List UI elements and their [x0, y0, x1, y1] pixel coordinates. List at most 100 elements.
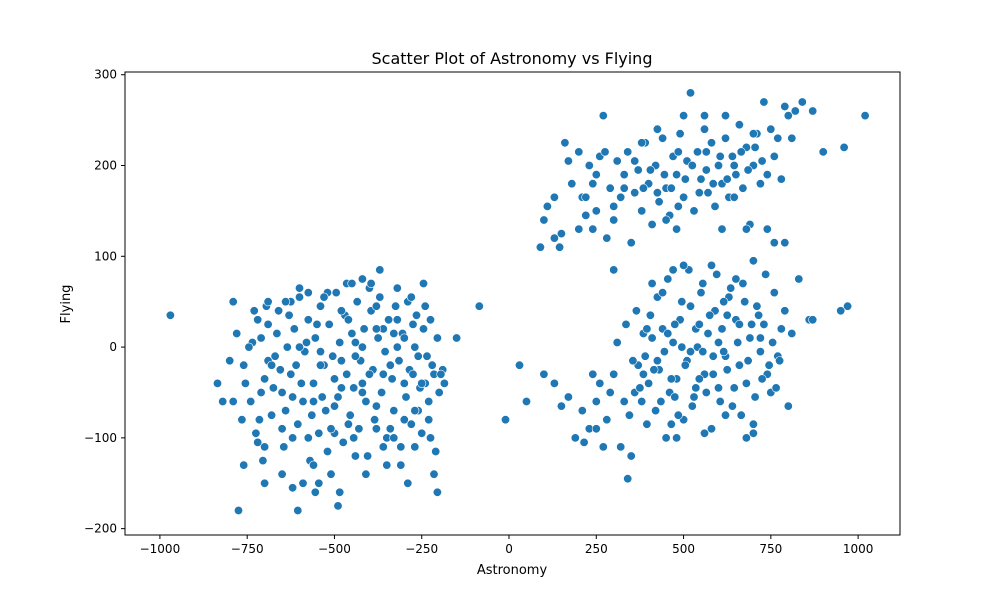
scatter-point [349, 433, 359, 443]
scatter-point [670, 392, 680, 402]
scatter-point [399, 378, 409, 388]
scatter-point [628, 356, 638, 366]
scatter-point [769, 288, 779, 298]
scatter-point [647, 220, 657, 230]
scatter-point [399, 333, 409, 343]
scatter-point [698, 278, 708, 288]
scatter-point [249, 306, 259, 316]
scatter-point [326, 424, 336, 434]
scatter-point [741, 224, 751, 234]
scatter-point [308, 396, 318, 406]
scatter-point [771, 383, 781, 393]
scatter-point [579, 437, 589, 447]
scatter-point [713, 383, 723, 393]
scatter-point [401, 392, 411, 402]
scatter-point [417, 378, 427, 388]
scatter-point [239, 360, 249, 370]
scatter-point [689, 206, 699, 216]
scatter-point [787, 328, 797, 338]
scatter-point [699, 428, 709, 438]
scatter-point [808, 315, 818, 325]
y-axis-ticks: −200 −100 0 100 200 300 [84, 68, 125, 536]
scatter-point [408, 319, 418, 329]
scatter-point [652, 188, 662, 198]
scatter-point [687, 401, 697, 411]
scatter-point [666, 419, 676, 429]
scatter-point [696, 288, 706, 298]
scatter-point [246, 396, 256, 406]
scatter-point [282, 342, 292, 352]
scatter-point [574, 147, 584, 157]
scatter-point [780, 306, 790, 316]
scatter-point [701, 387, 711, 397]
scatter-point [591, 424, 601, 434]
scatter-point [563, 156, 573, 166]
scatter-point [638, 369, 648, 379]
scatter-point [326, 469, 336, 479]
scatter-point [731, 170, 741, 180]
scatter-point [392, 315, 402, 325]
scatter-point [350, 451, 360, 461]
scatter-point [310, 333, 320, 343]
scatter-point [790, 106, 800, 116]
scatter-point [560, 138, 570, 148]
scatter-point [642, 419, 652, 429]
scatter-point [764, 360, 774, 370]
scatter-point [268, 383, 278, 393]
scatter-point [769, 151, 779, 161]
scatter-point [244, 342, 254, 352]
y-tick-label: −100 [84, 431, 117, 445]
scatter-point [521, 396, 531, 406]
scatter-point [694, 374, 704, 384]
scatter-point [549, 378, 559, 388]
scatter-point [836, 306, 846, 316]
scatter-point [775, 356, 785, 366]
scatter-point [612, 337, 622, 347]
scatter-point [605, 387, 615, 397]
scatter-point [699, 111, 709, 121]
scatter-point [263, 297, 273, 307]
scatter-point [672, 433, 682, 443]
scatter-point [794, 274, 804, 284]
scatter-point [347, 328, 357, 338]
scatter-point [425, 433, 435, 443]
scatter-point [294, 342, 304, 352]
scatter-point [720, 133, 730, 143]
scatter-point [624, 410, 634, 420]
scatter-point [396, 442, 406, 452]
scatter-point [649, 365, 659, 375]
scatter-point [384, 315, 394, 325]
scatter-point [645, 165, 655, 175]
scatter-point [556, 401, 566, 411]
scatter-point [673, 147, 683, 157]
scatter-point [605, 183, 615, 193]
scatter-point [637, 206, 647, 216]
scatter-point [773, 133, 783, 143]
scatter-point [277, 424, 287, 434]
scatter-point [609, 369, 619, 379]
scatter-point [710, 201, 720, 211]
scatter-point [291, 360, 301, 370]
scatter-point [631, 306, 641, 316]
scatter-point [656, 396, 666, 406]
scatter-point [654, 197, 664, 207]
scatter-point [769, 238, 779, 248]
scatter-point [600, 147, 610, 157]
scatter-point [418, 278, 428, 288]
scatter-point [663, 274, 673, 284]
scatter-point [818, 147, 828, 157]
scatter-point [783, 401, 793, 411]
scatter-point [743, 356, 753, 366]
scatter-point [375, 292, 385, 302]
scatter-point [366, 278, 376, 288]
scatter-point [370, 415, 380, 425]
scatter-point [708, 351, 718, 361]
scatter-point [677, 342, 687, 352]
scatter-point [308, 460, 318, 470]
scatter-point [694, 188, 704, 198]
scatter-point [680, 360, 690, 370]
scatter-point [626, 238, 636, 248]
scatter-point [275, 365, 285, 375]
scatter-point [591, 206, 601, 216]
scatter-point [860, 111, 870, 121]
